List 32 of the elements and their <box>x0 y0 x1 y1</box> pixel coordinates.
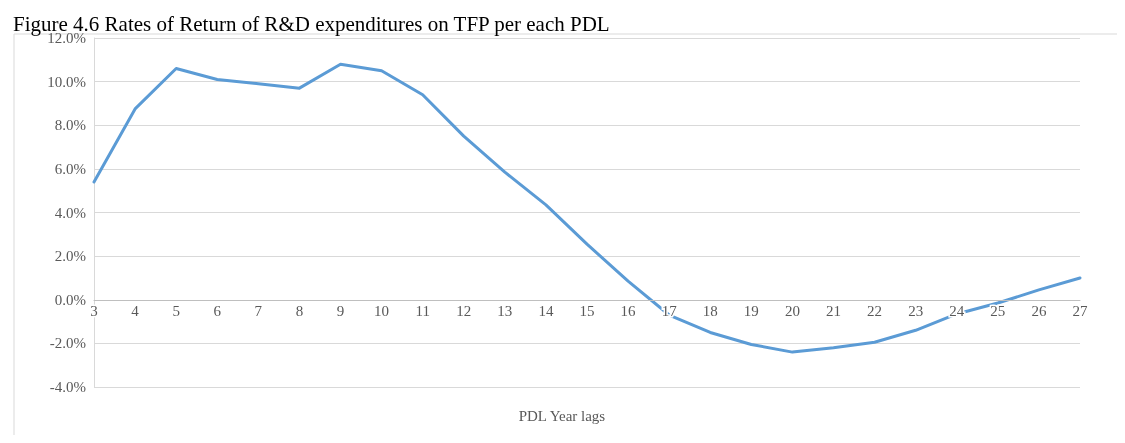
x-tick-label: 4 <box>131 303 140 320</box>
x-tick-label: 14 <box>538 303 554 320</box>
x-tick-label: 27 <box>1072 303 1088 320</box>
x-tick-label: 9 <box>336 303 345 320</box>
x-tick-label: 11 <box>415 303 430 320</box>
x-tick-label: 21 <box>826 303 841 320</box>
x-tick-label: 22 <box>867 303 883 320</box>
y-tick-label: 4.0% <box>54 204 86 221</box>
x-tick-label: 5 <box>172 303 180 320</box>
x-tick-label: 18 <box>702 303 718 320</box>
x-tick-label: 13 <box>497 303 513 320</box>
x-tick-label: 19 <box>743 303 759 320</box>
y-tick-label: 0.0% <box>54 291 86 308</box>
x-tick-label: 20 <box>784 303 800 320</box>
x-tick-label: 16 <box>620 303 637 320</box>
x-tick-label: 26 <box>1031 303 1047 320</box>
y-tick-label: -2.0% <box>49 335 86 352</box>
x-tick-label: 25 <box>990 303 1006 320</box>
x-tick-label: 15 <box>579 303 595 320</box>
x-tick-label: 23 <box>908 303 924 320</box>
y-tick-label: 2.0% <box>54 248 86 265</box>
y-tick-label: -4.0% <box>49 379 86 395</box>
y-tick-label: 8.0% <box>54 117 86 134</box>
x-tick-label: 12 <box>456 303 472 320</box>
x-tick-label: 8 <box>295 303 304 320</box>
y-tick-label: 10.0% <box>47 73 86 90</box>
x-tick-label: 3 <box>90 303 98 320</box>
y-tick-label: 6.0% <box>54 160 86 177</box>
x-tick-label: 10 <box>374 303 390 320</box>
x-tick-label: 6 <box>213 303 222 320</box>
x-tick-label: 7 <box>254 303 263 320</box>
x-axis-title: PDL Year lags <box>518 407 606 424</box>
